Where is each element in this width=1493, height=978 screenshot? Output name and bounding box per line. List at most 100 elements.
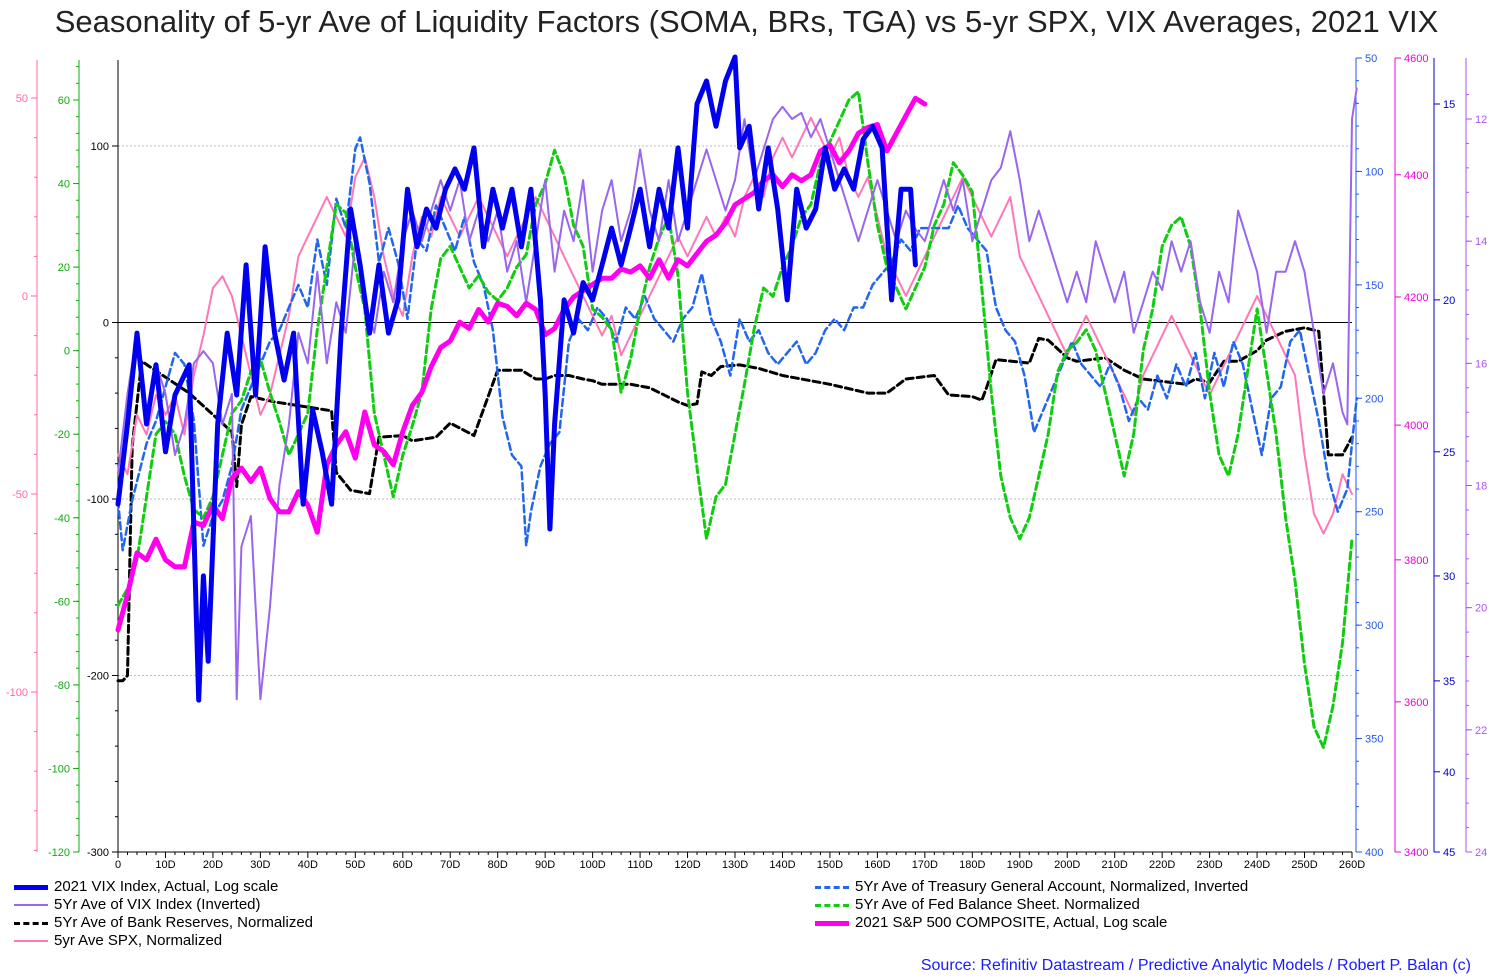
legend-item-spx2021: 2021 S&P 500 COMPOSITE, Actual, Log scal… [815,914,1248,932]
green-tick-label: -60 [54,596,70,608]
legend-swatch [14,922,48,925]
legend-swatch [815,886,849,889]
x-tick-label: 80D [488,859,508,871]
x-tick-label: 30D [250,859,270,871]
chart-title: Seasonality of 5-yr Ave of Liquidity Fac… [54,4,1439,39]
x-tick-label: 130D [722,859,748,871]
green-tick-label: 20 [58,262,70,274]
legend-swatch [14,904,48,906]
x-tick-label: 200D [1054,859,1080,871]
navy-tick-label: 45 [1443,847,1455,859]
navy-tick-label: 15 [1443,99,1455,111]
main-tick-label: -100 [87,494,109,506]
legend-item-fed: 5Yr Ave of Fed Balance Sheet. Normalized [815,896,1248,914]
series-vix5yr [117,87,1358,701]
x-tick-label: 250D [1291,859,1317,871]
legend-label: 5Yr Ave of Bank Reserves, Normalized [54,914,314,931]
x-tick-label: 190D [1007,859,1033,871]
navy-tick-label: 40 [1443,767,1455,779]
main-tick-label: -200 [87,671,109,683]
x-tick-label: 90D [535,859,555,871]
green-tick-label: 60 [58,95,70,107]
green-tick-label: 0 [64,346,70,358]
violet-tick-label: 20 [1475,603,1487,615]
legend-label: 2021 S&P 500 COMPOSITE, Actual, Log scal… [855,914,1168,931]
navy-tick-label: 25 [1443,447,1455,459]
legend-label: 2021 VIX Index, Actual, Log scale [54,878,279,895]
main-tick-label: 0 [103,318,109,330]
x-tick-label: 140D [769,859,795,871]
x-tick-label: 210D [1102,859,1128,871]
violet-tick-label: 12 [1475,114,1487,126]
series-tga [116,136,1358,552]
source-credit: Source: Refinitiv Datastream / Predictiv… [920,957,1471,974]
navy-tick-label: 20 [1443,295,1455,307]
x-tick-label: 120D [674,859,700,871]
x-tick-label: 150D [817,859,843,871]
x-tick-label: 170D [912,859,938,871]
pink-tick-label: 0 [22,291,28,303]
legend-swatch [815,921,849,926]
magenta-tick-label: 4000 [1404,420,1428,432]
main-tick-label: -300 [87,847,109,859]
legend-item-spx5yr: 5yr Ave SPX, Normalized [14,932,313,950]
x-tick-label: 260D [1339,859,1365,871]
legend-item-tga: 5Yr Ave of Treasury General Account, Nor… [815,878,1248,896]
series-fed [116,90,1354,750]
violet-tick-label: 16 [1475,358,1487,370]
series-vix2021 [115,54,918,703]
legend-label: 5Yr Ave of Treasury General Account, Nor… [855,878,1249,895]
x-tick-label: 20D [203,859,223,871]
x-tick-label: 220D [1149,859,1175,871]
x-tick-label: 160D [864,859,890,871]
pink-tick-label: 50 [16,93,28,105]
violet-tick-label: 24 [1475,847,1487,859]
green-tick-label: -100 [48,763,70,775]
blue-tick-label: 200 [1365,393,1383,405]
series-reserves [116,326,1354,683]
magenta-tick-label: 3400 [1404,847,1428,859]
series-spx2021 [115,95,928,633]
x-tick-label: 110D [627,859,653,871]
green-tick-label: -40 [54,513,70,525]
x-tick-label: 0 [115,859,121,871]
series-spx5yr [117,116,1353,535]
legend-label: 5yr Ave SPX, Normalized [54,932,223,949]
pink-tick-label: -100 [6,687,28,699]
x-tick-label: 40D [298,859,318,871]
x-tick-label: 240D [1244,859,1270,871]
blue-tick-label: 350 [1365,734,1383,746]
legend-label: 5Yr Ave of VIX Index (Inverted) [54,896,261,913]
legend-swatch [14,885,48,890]
green-tick-label: -20 [54,429,70,441]
navy-tick-label: 30 [1443,571,1455,583]
green-tick-label: 40 [58,179,70,191]
legend-left: 2021 VIX Index, Actual, Log scale 5Yr Ave… [14,878,313,950]
legend-item-vix2021: 2021 VIX Index, Actual, Log scale [14,878,313,896]
x-tick-label: 50D [345,859,365,871]
green-tick-label: -120 [48,847,70,859]
x-tick-label: 230D [1196,859,1222,871]
legend-item-vix5yr: 5Yr Ave of VIX Index (Inverted) [14,896,313,914]
violet-tick-label: 18 [1475,481,1487,493]
violet-tick-label: 22 [1475,725,1487,737]
green-tick-label: -80 [54,680,70,692]
legend-swatch [14,940,48,942]
legend-swatch [815,904,849,907]
x-tick-label: 180D [959,859,985,871]
magenta-tick-label: 3800 [1404,555,1428,567]
magenta-tick-label: 4400 [1404,170,1428,182]
pink-tick-label: -50 [12,489,28,501]
main-tick-label: 100 [91,141,109,153]
legend-right: 5Yr Ave of Treasury General Account, Nor… [815,878,1248,932]
blue-tick-label: 400 [1365,847,1383,859]
x-tick-label: 60D [393,859,413,871]
x-tick-label: 10D [155,859,175,871]
legend-item-reserves: 5Yr Ave of Bank Reserves, Normalized [14,914,313,932]
magenta-tick-label: 3600 [1404,697,1428,709]
magenta-tick-label: 4600 [1404,53,1428,65]
navy-tick-label: 35 [1443,676,1455,688]
blue-tick-label: 50 [1365,53,1377,65]
legend-label: 5Yr Ave of Fed Balance Sheet. Normalized [855,896,1140,913]
